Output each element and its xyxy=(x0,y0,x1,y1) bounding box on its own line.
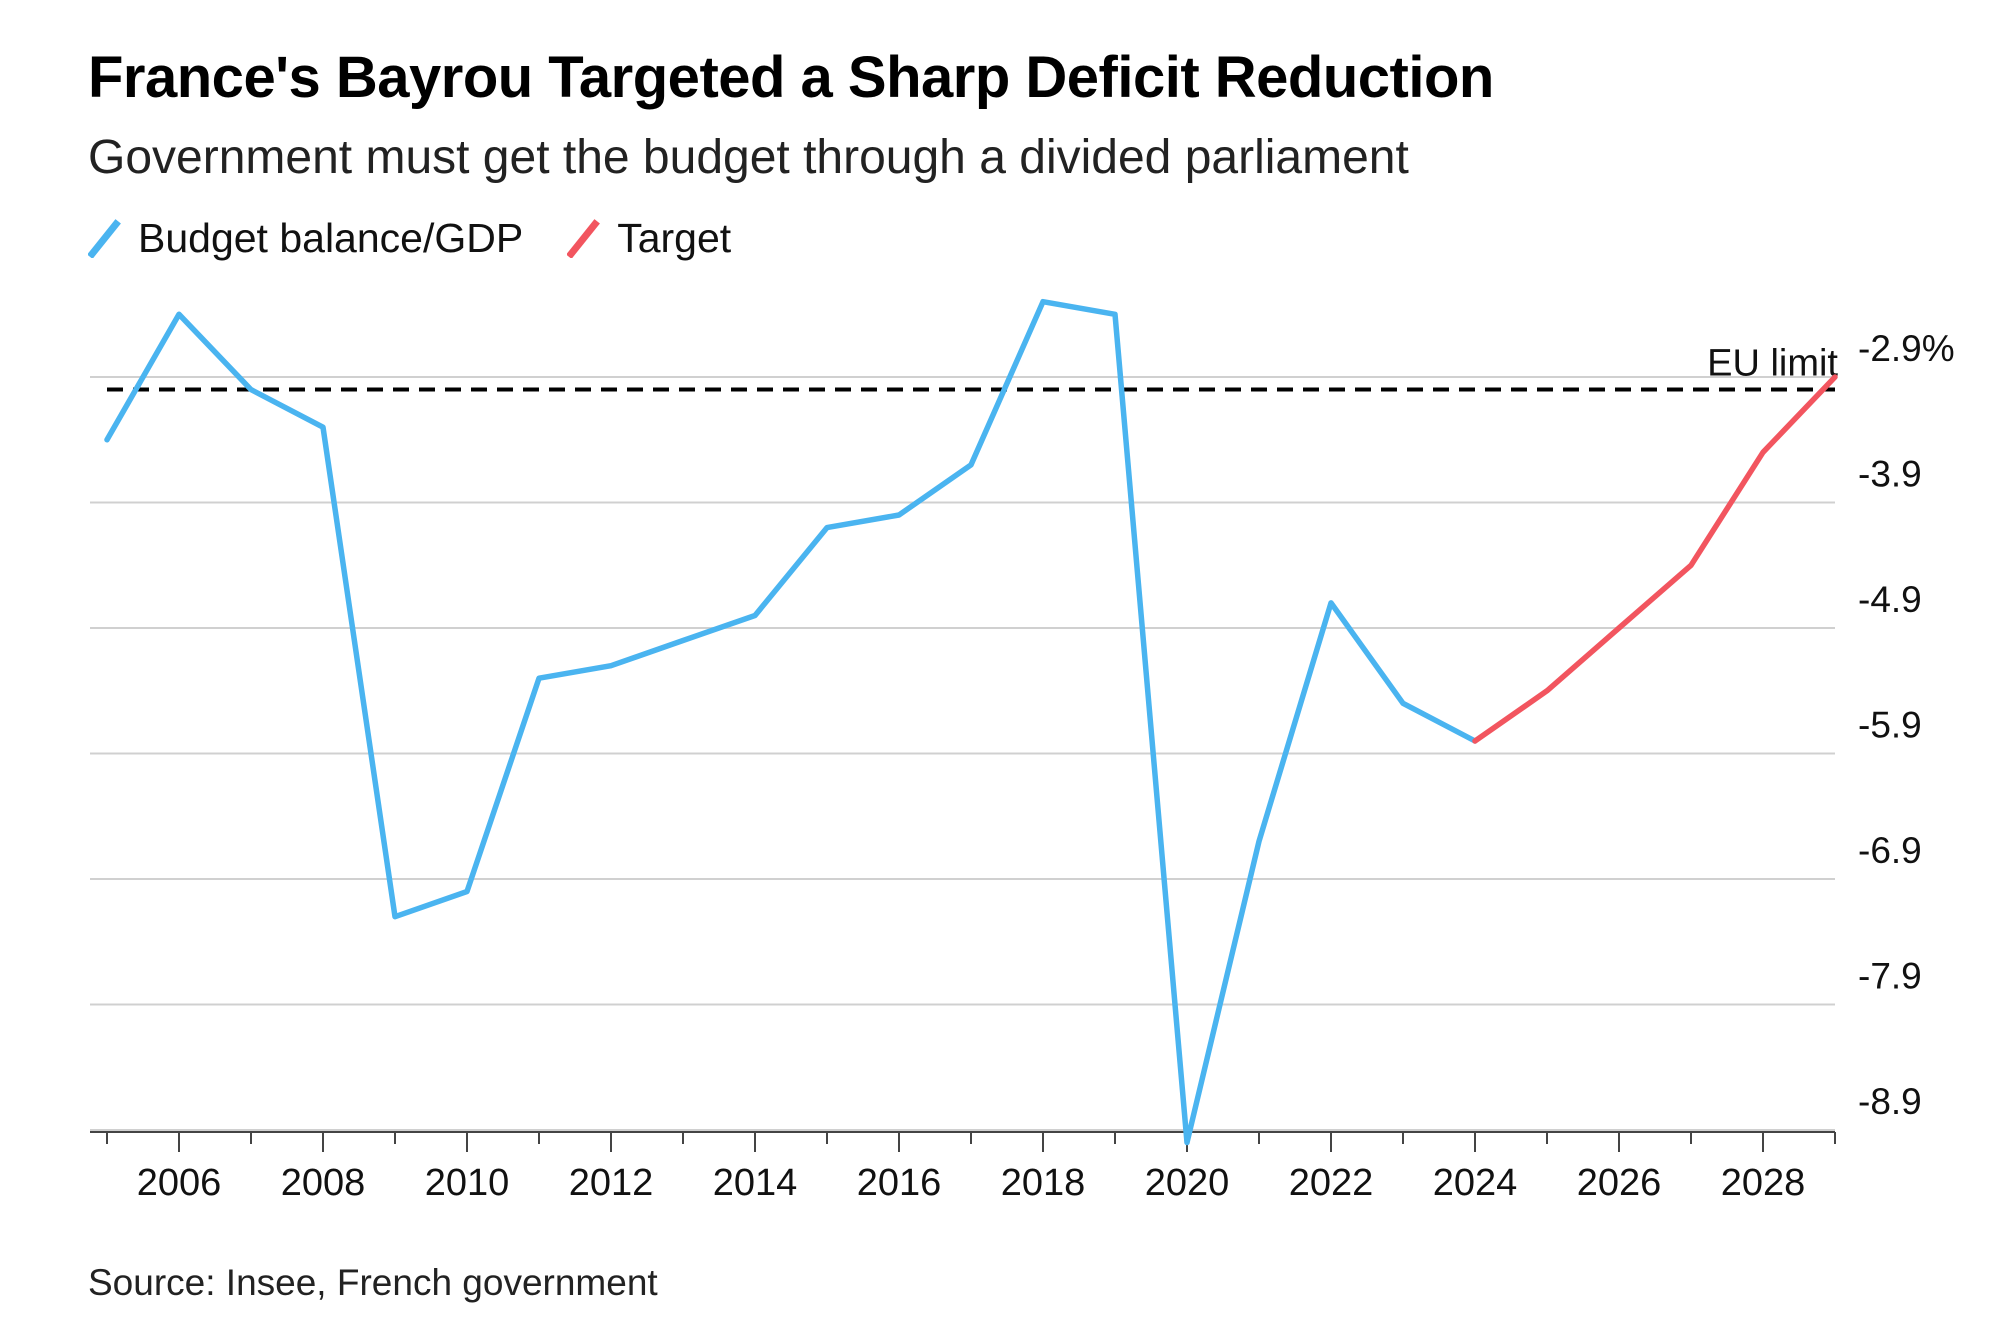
y-tick-label: -7.9 xyxy=(1858,956,1922,997)
legend-item-target: Target xyxy=(567,215,731,262)
x-tick-label: 2026 xyxy=(1577,1162,1662,1204)
y-tick-label: -5.9 xyxy=(1858,705,1922,746)
legend-label-budget-balance: Budget balance/GDP xyxy=(138,214,524,261)
y-tick-label: -3.9 xyxy=(1858,454,1922,495)
legend-label-target: Target xyxy=(617,214,732,261)
source-note: Source: Insee, French government xyxy=(88,1262,658,1303)
x-tick-label: 2016 xyxy=(857,1162,942,1204)
series-line-target xyxy=(1472,374,1838,744)
y-tick-label: -8.9 xyxy=(1858,1081,1922,1122)
x-tick-label: 2024 xyxy=(1433,1162,1518,1204)
legend-swatch-target xyxy=(567,219,601,258)
legend-swatch-budget-balance xyxy=(88,219,121,258)
legend-item-budget-balance: Budget balance/GDP xyxy=(88,215,523,262)
x-tick-label: 2008 xyxy=(281,1162,366,1204)
x-tick-label: 2010 xyxy=(425,1162,510,1204)
eu-limit-label: EU limit xyxy=(1707,343,1838,385)
x-tick-label: 2014 xyxy=(713,1162,798,1204)
y-tick-label: -2.9% xyxy=(1858,328,1955,369)
chart-legend: Budget balance/GDP Target xyxy=(88,212,775,264)
x-tick-label: 2020 xyxy=(1145,1162,1230,1204)
chart-title: France's Bayrou Targeted a Sharp Deficit… xyxy=(88,45,1494,110)
y-tick-label: -6.9 xyxy=(1858,830,1922,871)
x-tick-label: 2006 xyxy=(137,1162,222,1204)
y-tick-label: -4.9 xyxy=(1858,579,1922,620)
x-tick-label: 2028 xyxy=(1721,1162,1806,1204)
x-tick-label: 2018 xyxy=(1001,1162,1086,1204)
x-tick-label: 2022 xyxy=(1289,1162,1374,1204)
chart-subtitle: Government must get the budget through a… xyxy=(88,131,1409,184)
series-line-budget-balance xyxy=(104,298,1478,1146)
x-tick-label: 2012 xyxy=(569,1162,654,1204)
